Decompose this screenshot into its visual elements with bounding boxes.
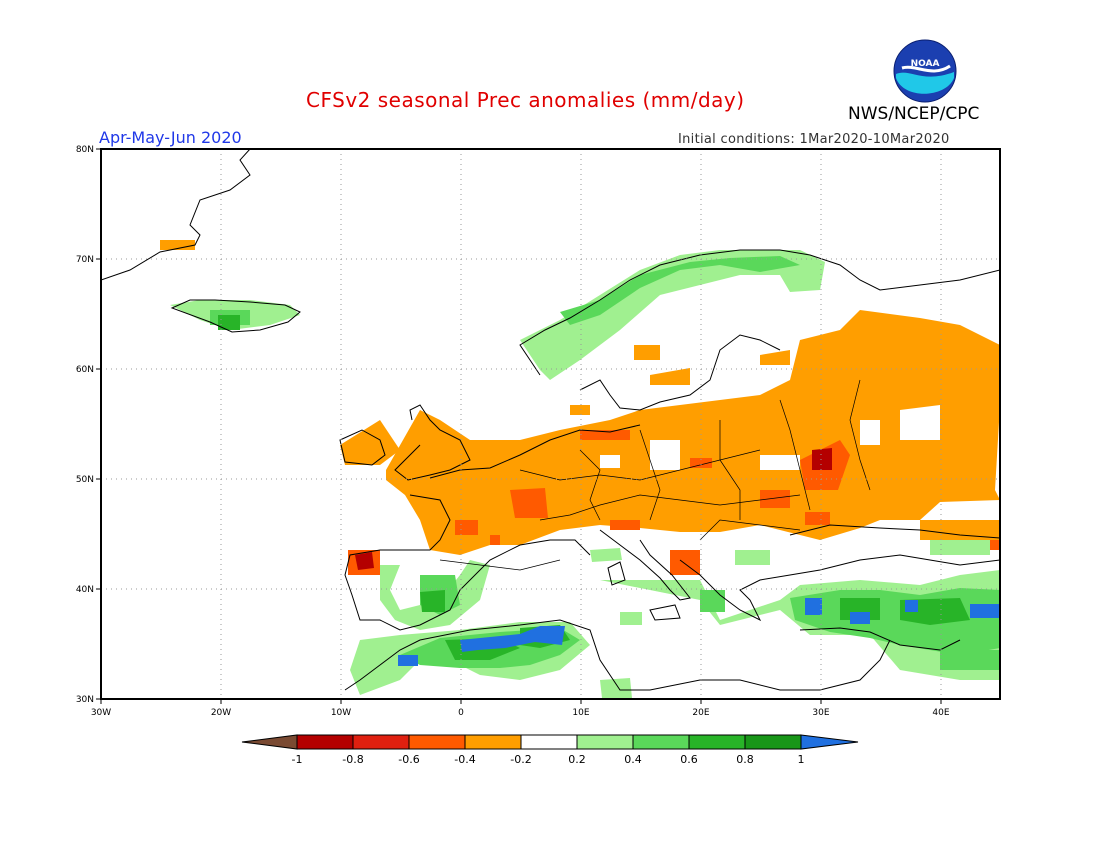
lon-label: 40E	[932, 708, 949, 718]
colorbar-bin	[688, 734, 746, 750]
iberia-france-coast	[344, 494, 591, 631]
country-borders	[439, 379, 871, 571]
lon-label: 0	[458, 708, 464, 718]
greenland-coast	[101, 149, 251, 281]
scandinavia-coast	[519, 249, 1000, 376]
colorbar-bin	[296, 734, 354, 750]
colorbar-label: 0.2	[568, 753, 586, 766]
colorbar-bin	[744, 734, 802, 750]
very-strong-positive-areas	[398, 598, 1000, 666]
agency-label: NWS/NCEP/CPC	[848, 104, 980, 124]
latitude-axis: 80N 70N 60N 50N 40N 30N	[76, 145, 101, 705]
lat-label: 40N	[76, 585, 94, 595]
colorbar-bin	[408, 734, 466, 750]
colorbar-label: 0.4	[624, 753, 642, 766]
coastlines	[101, 149, 1000, 691]
colorbar-label: 0.6	[680, 753, 698, 766]
longitude-axis: 30W 20W 10W 0 10E 20E 30E 40E	[91, 699, 950, 718]
colorbar-label: -0.2	[510, 753, 531, 766]
lon-label: 30W	[91, 708, 111, 718]
lat-label: 60N	[76, 365, 94, 375]
colorbar-label: -0.6	[398, 753, 419, 766]
sardinia-coast	[607, 561, 626, 586]
lon-label: 30E	[812, 708, 829, 718]
colorbar-label: 0.8	[736, 753, 754, 766]
north-africa-coast	[344, 619, 891, 691]
initial-conditions-label: Initial conditions: 1Mar2020-10Mar2020	[678, 132, 950, 147]
lat-label: 50N	[76, 475, 94, 485]
lon-label: 10E	[572, 708, 589, 718]
gridlines	[101, 149, 1000, 699]
balkans-turkey-coast	[679, 554, 1000, 622]
colorbar-label: -0.8	[342, 753, 363, 766]
sicily-coast	[649, 604, 681, 621]
north-sea-coast	[429, 424, 641, 479]
colorbar-bin	[352, 734, 410, 750]
britain-coast	[394, 404, 471, 481]
lon-label: 10W	[331, 708, 351, 718]
lat-label: 70N	[76, 255, 94, 265]
anomaly-shading	[160, 240, 1000, 698]
season-period-label: Apr-May-Jun 2020	[99, 128, 242, 147]
turkey-south-coast	[799, 627, 961, 651]
map-frame	[100, 148, 1001, 700]
colorbar-bin	[632, 734, 690, 750]
colorbar-arrow-high	[800, 734, 859, 750]
colorbar-bin	[464, 734, 522, 750]
ireland-coast	[339, 429, 386, 466]
lon-label: 20W	[211, 708, 231, 718]
colorbar-arrow-low	[241, 734, 298, 750]
colorbar-bin	[576, 734, 634, 750]
strong-negative-areas	[355, 448, 832, 570]
colorbar-label: 1	[798, 753, 805, 766]
noaa-logo: NOAA	[893, 39, 957, 103]
map-title: CFSv2 seasonal Prec anomalies (mm/day)	[306, 88, 745, 112]
black-sea-coast	[789, 524, 1000, 539]
lat-label: 30N	[76, 695, 94, 705]
iceland-coast	[170, 299, 301, 333]
baltic-coast	[579, 334, 781, 411]
italy-coast	[599, 529, 691, 601]
logo-text: NOAA	[911, 59, 940, 69]
colorbar-label: -0.4	[454, 753, 475, 766]
lon-label: 20E	[692, 708, 709, 718]
colorbar-bin	[520, 734, 578, 750]
colorbar-label: -1	[292, 753, 303, 766]
colorbar: -1 -0.8 -0.6 -0.4 -0.2 0.2 0.4 0.6 0.8 1	[241, 734, 859, 766]
near-zero-holes	[600, 405, 940, 470]
lat-label: 80N	[76, 145, 94, 155]
